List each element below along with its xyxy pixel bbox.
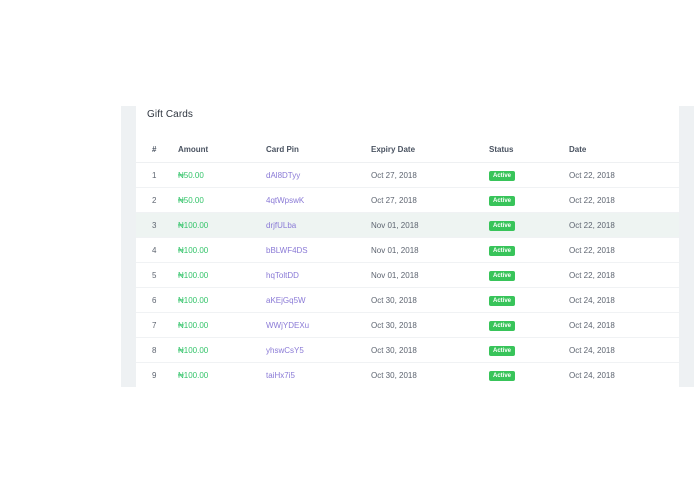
row-date: Oct 24, 2018	[569, 362, 679, 387]
row-number: 6	[136, 287, 178, 313]
status-badge: Active	[489, 345, 516, 356]
table-row[interactable]: 7 ₦100.00 WWjYDEXu Oct 30, 2018 Active O…	[136, 312, 679, 338]
row-amount: ₦100.00	[178, 312, 266, 338]
row-card-pin[interactable]: hqToltDD	[266, 262, 371, 288]
row-date: Oct 24, 2018	[569, 312, 679, 338]
row-date: Oct 24, 2018	[569, 337, 679, 363]
row-amount: ₦100.00	[178, 212, 266, 238]
gift-cards-table: # Amount Card Pin Expiry Date Status Dat…	[136, 137, 679, 387]
table-row[interactable]: 8 ₦100.00 yhswCsY5 Oct 30, 2018 Active O…	[136, 337, 679, 363]
row-date: Oct 24, 2018	[569, 287, 679, 313]
row-date: Oct 22, 2018	[569, 162, 679, 188]
row-status: Active	[489, 362, 569, 387]
status-badge: Active	[489, 270, 516, 281]
row-number: 1	[136, 162, 178, 188]
status-badge: Active	[489, 320, 516, 331]
status-badge: Active	[489, 195, 516, 206]
row-date: Oct 22, 2018	[569, 262, 679, 288]
row-status: Active	[489, 337, 569, 363]
row-number: 2	[136, 187, 178, 213]
row-expiry-date: Oct 27, 2018	[371, 187, 489, 213]
row-amount: ₦100.00	[178, 287, 266, 313]
row-number: 9	[136, 362, 178, 387]
header-date: Date	[569, 137, 679, 163]
panel-title: Gift Cards	[147, 109, 194, 120]
table-row[interactable]: 6 ₦100.00 aKEjGq5W Oct 30, 2018 Active O…	[136, 287, 679, 313]
status-badge: Active	[489, 245, 516, 256]
status-badge: Active	[489, 220, 516, 231]
header-amount: Amount	[178, 137, 266, 163]
status-badge: Active	[489, 295, 516, 306]
row-card-pin[interactable]: drjfULba	[266, 212, 371, 238]
row-card-pin[interactable]: dAl8DTyy	[266, 162, 371, 188]
header-status: Status	[489, 137, 569, 163]
row-number: 7	[136, 312, 178, 338]
row-status: Active	[489, 212, 569, 238]
header-card-pin: Card Pin	[266, 137, 371, 163]
table-row[interactable]: 1 ₦50.00 dAl8DTyy Oct 27, 2018 Active Oc…	[136, 162, 679, 188]
table-header-row: # Amount Card Pin Expiry Date Status Dat…	[136, 137, 679, 163]
row-status: Active	[489, 187, 569, 213]
table-row[interactable]: 2 ₦50.00 4qtWpswK Oct 27, 2018 Active Oc…	[136, 187, 679, 213]
row-expiry-date: Nov 01, 2018	[371, 262, 489, 288]
status-badge: Active	[489, 370, 516, 381]
row-status: Active	[489, 262, 569, 288]
gift-cards-panel: Gift Cards # Amount Card Pin Expiry Date…	[136, 106, 679, 387]
row-expiry-date: Nov 01, 2018	[371, 237, 489, 263]
row-amount: ₦100.00	[178, 337, 266, 363]
row-date: Oct 22, 2018	[569, 237, 679, 263]
row-expiry-date: Oct 30, 2018	[371, 362, 489, 387]
header-num: #	[136, 137, 178, 163]
row-expiry-date: Oct 30, 2018	[371, 337, 489, 363]
row-number: 4	[136, 237, 178, 263]
row-status: Active	[489, 162, 569, 188]
table-row[interactable]: 4 ₦100.00 bBLWF4DS Nov 01, 2018 Active O…	[136, 237, 679, 263]
row-card-pin[interactable]: bBLWF4DS	[266, 237, 371, 263]
row-number: 5	[136, 262, 178, 288]
row-card-pin[interactable]: 4qtWpswK	[266, 187, 371, 213]
row-expiry-date: Oct 27, 2018	[371, 162, 489, 188]
row-card-pin[interactable]: aKEjGq5W	[266, 287, 371, 313]
status-badge: Active	[489, 170, 516, 181]
row-card-pin[interactable]: yhswCsY5	[266, 337, 371, 363]
row-status: Active	[489, 287, 569, 313]
row-date: Oct 22, 2018	[569, 187, 679, 213]
row-amount: ₦100.00	[178, 262, 266, 288]
row-expiry-date: Oct 30, 2018	[371, 287, 489, 313]
row-card-pin[interactable]: taiHx7i5	[266, 362, 371, 387]
row-number: 3	[136, 212, 178, 238]
row-status: Active	[489, 312, 569, 338]
row-status: Active	[489, 237, 569, 263]
table-row[interactable]: 5 ₦100.00 hqToltDD Nov 01, 2018 Active O…	[136, 262, 679, 288]
row-expiry-date: Oct 30, 2018	[371, 312, 489, 338]
header-expiry-date: Expiry Date	[371, 137, 489, 163]
row-date: Oct 22, 2018	[569, 212, 679, 238]
row-expiry-date: Nov 01, 2018	[371, 212, 489, 238]
row-number: 8	[136, 337, 178, 363]
row-card-pin[interactable]: WWjYDEXu	[266, 312, 371, 338]
row-amount: ₦50.00	[178, 187, 266, 213]
row-amount: ₦100.00	[178, 362, 266, 387]
table-row[interactable]: 9 ₦100.00 taiHx7i5 Oct 30, 2018 Active O…	[136, 362, 679, 387]
row-amount: ₦50.00	[178, 162, 266, 188]
table-row-highlighted[interactable]: 3 ₦100.00 drjfULba Nov 01, 2018 Active O…	[136, 212, 679, 238]
row-amount: ₦100.00	[178, 237, 266, 263]
